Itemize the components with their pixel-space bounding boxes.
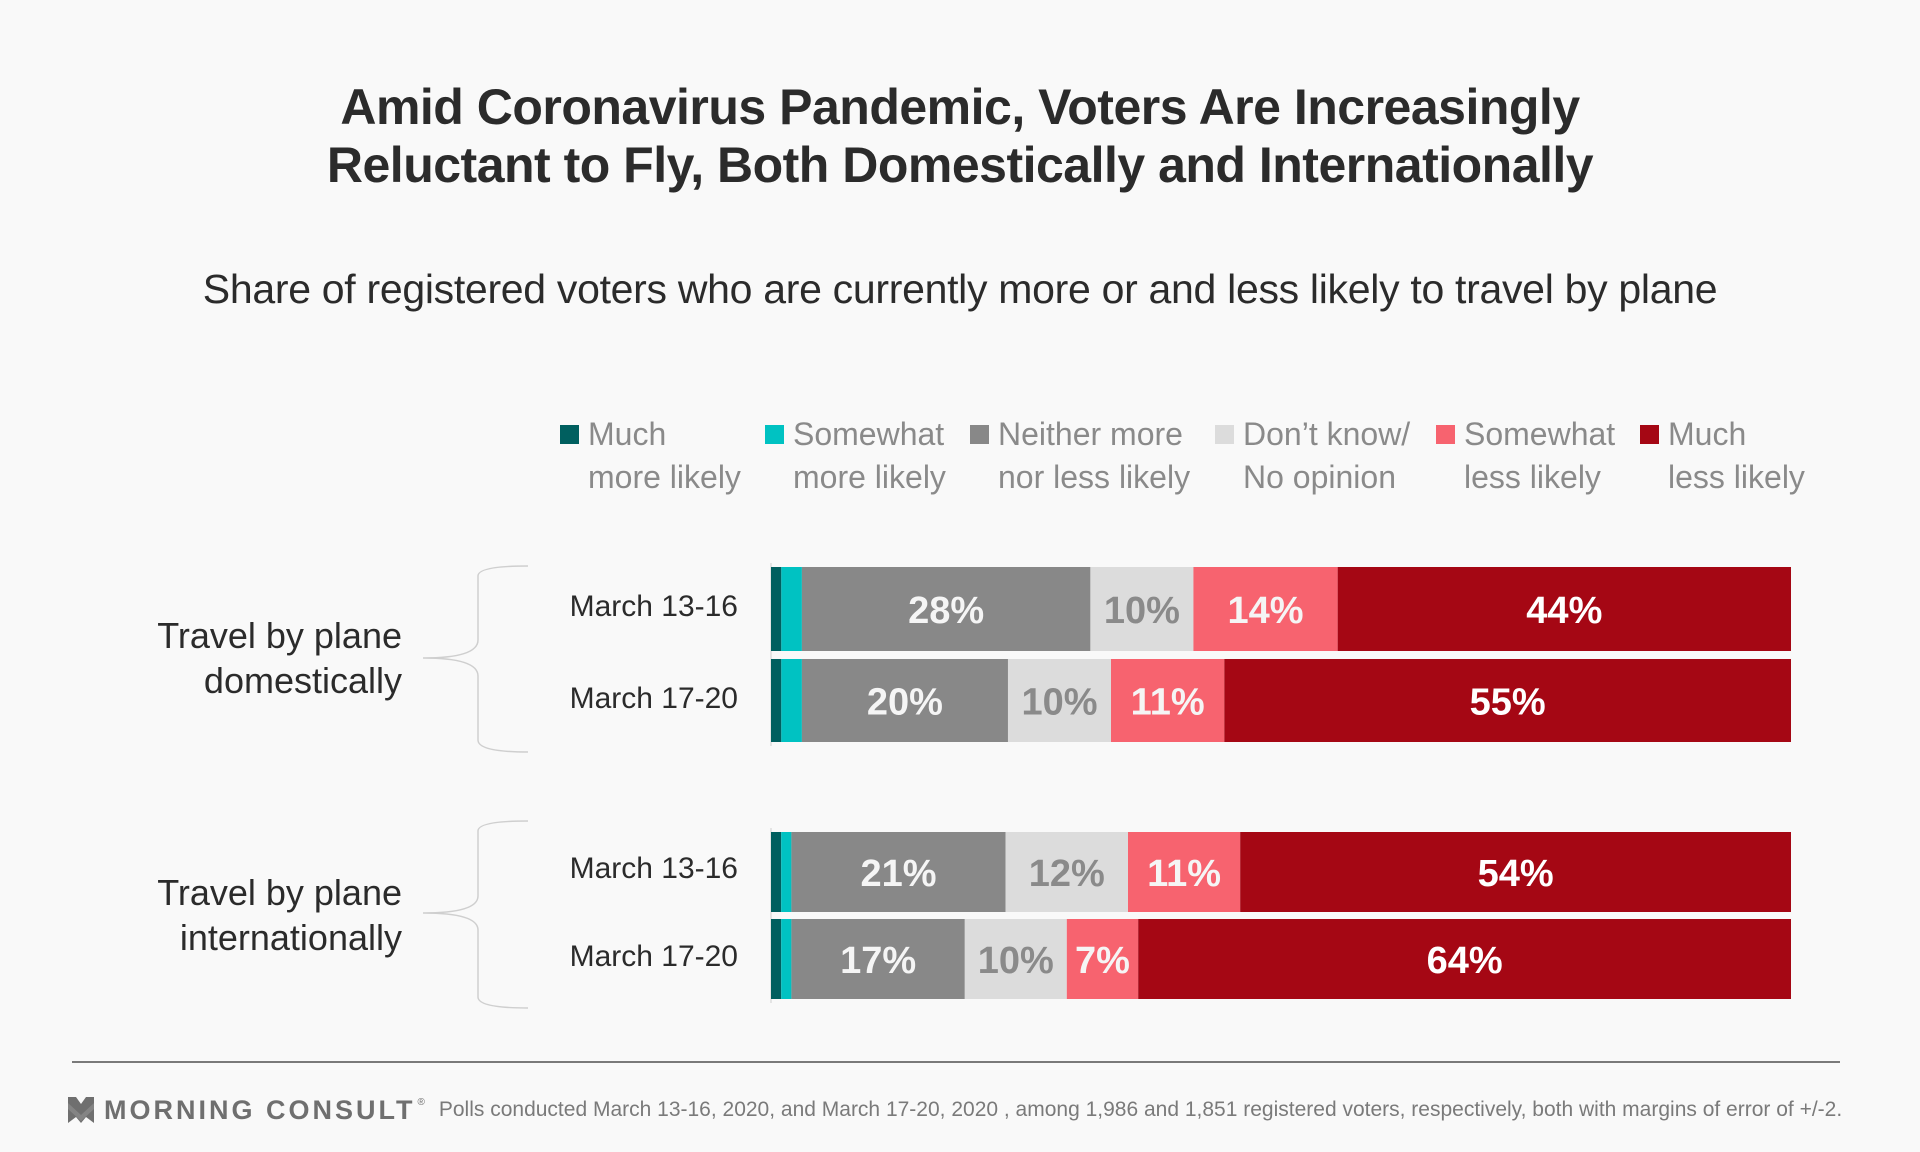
group-brace-domestic — [422, 565, 529, 753]
bar-segment-much-more — [771, 567, 782, 651]
bar-segment-somewhat-more — [781, 832, 792, 912]
data-label-dont-know: 10% — [1104, 590, 1180, 632]
footer: MORNING CONSULT ® Polls conducted March 1… — [68, 1092, 1842, 1128]
bar-segment-much-less — [1240, 832, 1791, 912]
data-label-much-less: 54% — [1478, 853, 1554, 895]
legend-swatch — [765, 425, 784, 444]
row-label-international-march-13-16: March 13-16 — [569, 852, 738, 885]
data-label-somewhat-less: 7% — [1075, 940, 1130, 982]
bar-segment-somewhat-less — [1128, 832, 1241, 912]
group-label-line1: Travel by plane — [157, 872, 402, 913]
data-label-dont-know: 10% — [978, 940, 1054, 982]
data-label-neither: 28% — [908, 590, 984, 632]
bar-segment-much-less — [1138, 919, 1791, 999]
data-label-somewhat-less: 11% — [1147, 853, 1221, 895]
bar-segment-somewhat-less — [1066, 919, 1139, 999]
chart-title-line-2: Reluctant to Fly, Both Domestically and … — [326, 137, 1594, 193]
bar-segment-neither — [791, 832, 1006, 912]
data-label-neither: 17% — [840, 940, 916, 982]
legend-swatch — [1436, 425, 1455, 444]
brand-name: MORNING CONSULT — [104, 1094, 416, 1125]
row-label-international-march-17-20: March 17-20 — [569, 940, 738, 973]
footer-note: Polls conducted March 13-16, 2020, and M… — [438, 1098, 1843, 1121]
bar-segment-much-more — [771, 659, 782, 742]
bar-segment-much-more — [771, 832, 782, 912]
legend-label-line2: nor less likely — [998, 459, 1191, 495]
legend-swatch — [970, 425, 989, 444]
data-label-neither: 21% — [860, 853, 936, 895]
legend-label-line1: Somewhat — [1464, 416, 1616, 452]
legend-label-line2: more likely — [588, 459, 741, 495]
data-label-somewhat-less: 11% — [1131, 682, 1205, 724]
bar-segment-neither — [801, 567, 1091, 651]
legend-label-line1: Neither more — [998, 416, 1183, 452]
bar-segment-dont-know — [1090, 567, 1194, 651]
data-label-dont-know: 10% — [1021, 682, 1097, 724]
bar-segment-somewhat-more — [781, 567, 802, 651]
legend-label-line1: Somewhat — [793, 416, 945, 452]
bar-segment-dont-know — [1005, 832, 1128, 912]
legend-label-line2: more likely — [793, 459, 946, 495]
group-label-line2: domestically — [203, 660, 402, 701]
row-label-domestic-march-13-16: March 13-16 — [569, 590, 738, 623]
data-label-much-less: 44% — [1526, 590, 1602, 632]
legend-label-line2: less likely — [1668, 459, 1805, 495]
bar-segment-much-less — [1337, 567, 1791, 651]
bar-segment-neither — [791, 919, 965, 999]
stacked-bars: 28% 10% 14% 44% 20% 10% 11% 55% 21% 12% 11% 54% 17% 1… — [771, 567, 1791, 999]
legend-swatch — [560, 425, 579, 444]
row-label-domestic-march-17-20: March 17-20 — [569, 682, 738, 715]
legend-label-line1: Don’t know/ — [1243, 416, 1411, 452]
bar-segment-much-more — [771, 919, 782, 999]
bar-segment-somewhat-more — [781, 659, 802, 742]
legend-label-line2: No opinion — [1243, 459, 1396, 495]
group-label-domestic: Travel by plane domestically — [22, 613, 402, 703]
group-brace-international — [422, 820, 529, 1009]
data-label-neither: 20% — [867, 682, 943, 724]
bar-segment-neither — [801, 659, 1008, 742]
bar-segment-somewhat-more — [781, 919, 792, 999]
legend-label-line1: Much — [1668, 416, 1747, 452]
legend-swatch — [1215, 425, 1234, 444]
legend-swatch — [1640, 425, 1659, 444]
group-label-line1: Travel by plane — [157, 615, 402, 656]
registered-mark: ® — [417, 1096, 425, 1108]
group-label-international: Travel by plane internationally — [22, 870, 402, 960]
legend-label-line1: Much — [588, 416, 667, 452]
morning-consult-logo-icon — [68, 1097, 94, 1123]
data-label-somewhat-less: 14% — [1228, 590, 1304, 632]
group-label-line2: internationally — [179, 917, 402, 958]
legend-label-line2: less likely — [1464, 459, 1601, 495]
footer-divider — [72, 1061, 1840, 1063]
chart-subtitle: Share of registered voters who are curre… — [202, 266, 1718, 312]
data-label-much-less: 64% — [1427, 940, 1503, 982]
bar-segment-somewhat-less — [1193, 567, 1338, 651]
data-label-dont-know: 12% — [1029, 853, 1105, 895]
chart-title-line-1: Amid Coronavirus Pandemic, Voters Are In… — [340, 79, 1580, 135]
bar-segment-dont-know — [964, 919, 1067, 999]
data-label-much-less: 55% — [1470, 682, 1546, 724]
bar-segment-somewhat-less — [1111, 659, 1225, 742]
chart-title: Amid Coronavirus Pandemic, Voters Are In… — [0, 78, 1920, 194]
bar-segment-much-less — [1224, 659, 1791, 742]
bar-segment-dont-know — [1007, 659, 1111, 742]
